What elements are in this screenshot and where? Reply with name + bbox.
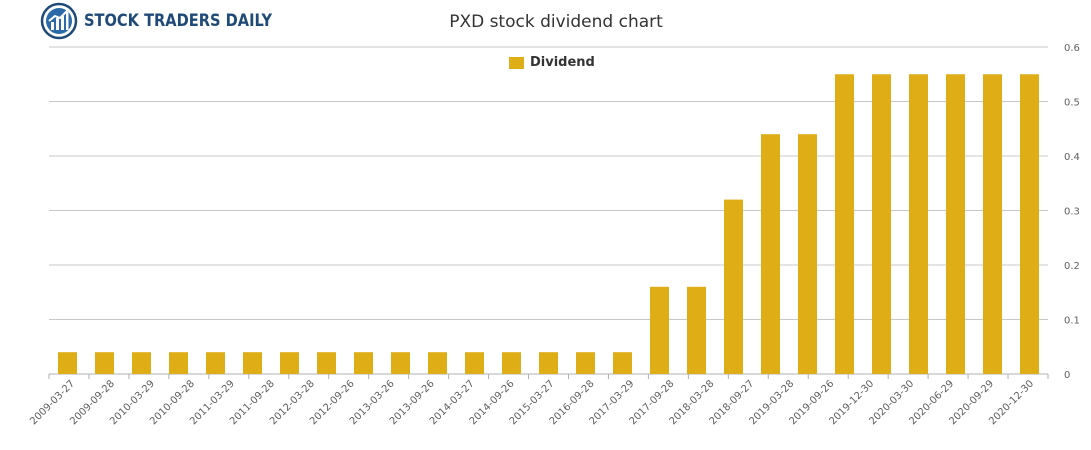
brand-logo[interactable]: STOCK TRADERS DAILY — [40, 2, 303, 40]
bar — [58, 352, 77, 374]
legend-label: Dividend — [530, 55, 595, 70]
brand-name: STOCK TRADERS DAILY — [84, 11, 273, 31]
y-tick-label: 0.5 — [1064, 98, 1080, 109]
bar — [1020, 74, 1039, 374]
bar — [946, 74, 965, 374]
bar — [95, 352, 114, 374]
bar — [650, 286, 669, 374]
bar — [613, 352, 632, 374]
bar — [761, 134, 780, 374]
bar — [502, 352, 521, 374]
bar — [539, 352, 558, 374]
bar — [132, 352, 151, 374]
y-tick-label: 0.2 — [1064, 261, 1080, 272]
bull-bear-logo-icon — [40, 2, 78, 40]
y-tick-label: 0.6 — [1064, 43, 1080, 54]
bar — [169, 352, 188, 374]
bar — [317, 352, 336, 374]
bar — [724, 199, 743, 374]
bar — [983, 74, 1002, 374]
bar — [354, 352, 373, 374]
bar — [576, 352, 595, 374]
bar — [798, 134, 817, 374]
bar — [243, 352, 262, 374]
bar — [428, 352, 447, 374]
bar — [465, 352, 484, 374]
bar — [687, 286, 706, 374]
bar — [206, 352, 225, 374]
y-tick-label: 0 — [1064, 370, 1070, 381]
bar — [909, 74, 928, 374]
chart-legend[interactable]: Dividend — [509, 55, 595, 70]
y-tick-label: 0.4 — [1064, 152, 1080, 163]
y-tick-label: 0.3 — [1064, 207, 1080, 218]
y-tick-label: 0.1 — [1064, 316, 1080, 327]
chart-title: PXD stock dividend chart — [449, 12, 663, 32]
bar — [391, 352, 410, 374]
bar — [280, 352, 299, 374]
bar — [872, 74, 891, 374]
bar — [835, 74, 854, 374]
legend-swatch — [509, 56, 524, 69]
